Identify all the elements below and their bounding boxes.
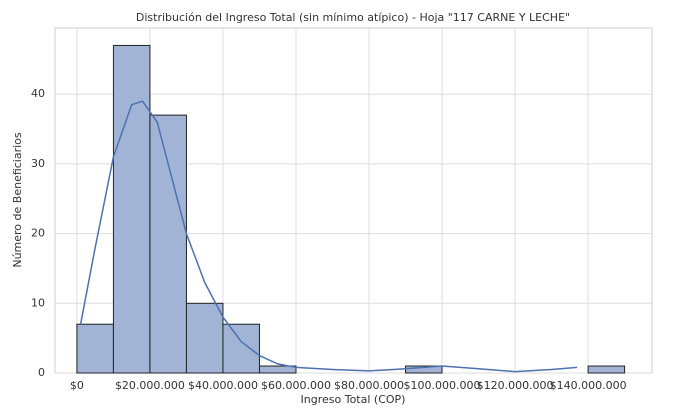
kde-line <box>79 100 578 373</box>
x-tick-label: $100.000.000 <box>404 379 481 392</box>
x-tick-label: $40.000.000 <box>188 379 258 392</box>
bar <box>222 323 260 374</box>
y-tick-label: 40 <box>31 87 45 100</box>
bar <box>258 365 297 374</box>
x-tick-label: $20.000.000 <box>115 379 185 392</box>
bar <box>149 114 187 374</box>
y-tick-label: 20 <box>31 227 45 240</box>
bar <box>587 365 626 374</box>
x-tick-label: $80.000.000 <box>334 379 404 392</box>
x-axis-label: Ingreso Total (COP) <box>301 393 406 406</box>
bar <box>185 302 224 374</box>
x-tick-label: $120.000.000 <box>477 379 554 392</box>
x-tick-label: $0 <box>70 379 84 392</box>
x-tick-label: $140.000.000 <box>550 379 627 392</box>
chart-title: Distribución del Ingreso Total (sin míni… <box>136 11 570 24</box>
y-axis-label: Número de Beneficiarios <box>11 132 24 268</box>
y-tick-label: 0 <box>38 366 45 379</box>
bar <box>112 44 151 374</box>
x-tick-label: $60.000.000 <box>261 379 331 392</box>
bar <box>76 323 114 374</box>
y-tick-label: 30 <box>31 157 45 170</box>
y-tick-label: 10 <box>31 296 45 309</box>
